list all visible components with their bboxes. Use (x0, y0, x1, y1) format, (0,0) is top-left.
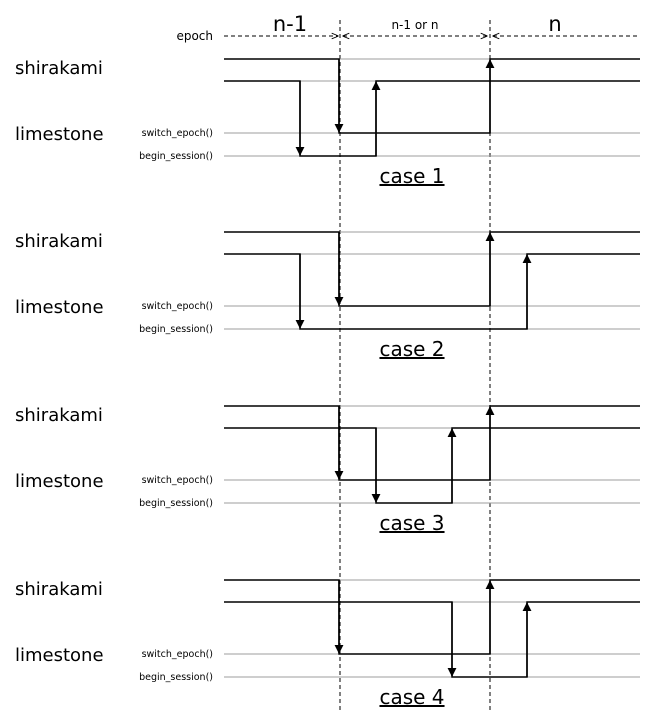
shirakami-label: shirakami (15, 231, 103, 252)
limestone-label: limestone (15, 645, 104, 666)
switch-epoch-label: switch_epoch() (142, 649, 213, 660)
begin-session-label: begin_session() (139, 498, 213, 509)
begin-session-label: begin_session() (139, 151, 213, 162)
case-1-label: case 1 (379, 164, 444, 188)
limestone-label: limestone (15, 471, 104, 492)
shirakami-label: shirakami (15, 58, 103, 79)
case-3: shirakami limestone switch_epoch() begin… (15, 405, 640, 535)
case-4: shirakami limestone switch_epoch() begin… (15, 579, 640, 709)
epoch-n-minus-1-label: n-1 (273, 12, 307, 36)
shirakami-label: shirakami (15, 405, 103, 426)
begin-session-label: begin_session() (139, 672, 213, 683)
epoch-n-label: n (548, 12, 561, 36)
switch-epoch-label: switch_epoch() (142, 128, 213, 139)
limestone-label: limestone (15, 297, 104, 318)
case-4-label: case 4 (379, 685, 444, 709)
case-1: shirakami limestone switch_epoch() begin… (15, 58, 640, 188)
epoch-n-minus-1-or-n-label: n-1 or n (391, 18, 438, 32)
case-2-label: case 2 (379, 337, 444, 361)
switch-epoch-label: switch_epoch() (142, 301, 213, 312)
switch-epoch-label: switch_epoch() (142, 475, 213, 486)
limestone-label: limestone (15, 124, 104, 145)
begin-session-label: begin_session() (139, 324, 213, 335)
case-2: shirakami limestone switch_epoch() begin… (15, 231, 640, 361)
epoch-label: epoch (176, 29, 213, 43)
shirakami-label: shirakami (15, 579, 103, 600)
case-3-label: case 3 (379, 511, 444, 535)
